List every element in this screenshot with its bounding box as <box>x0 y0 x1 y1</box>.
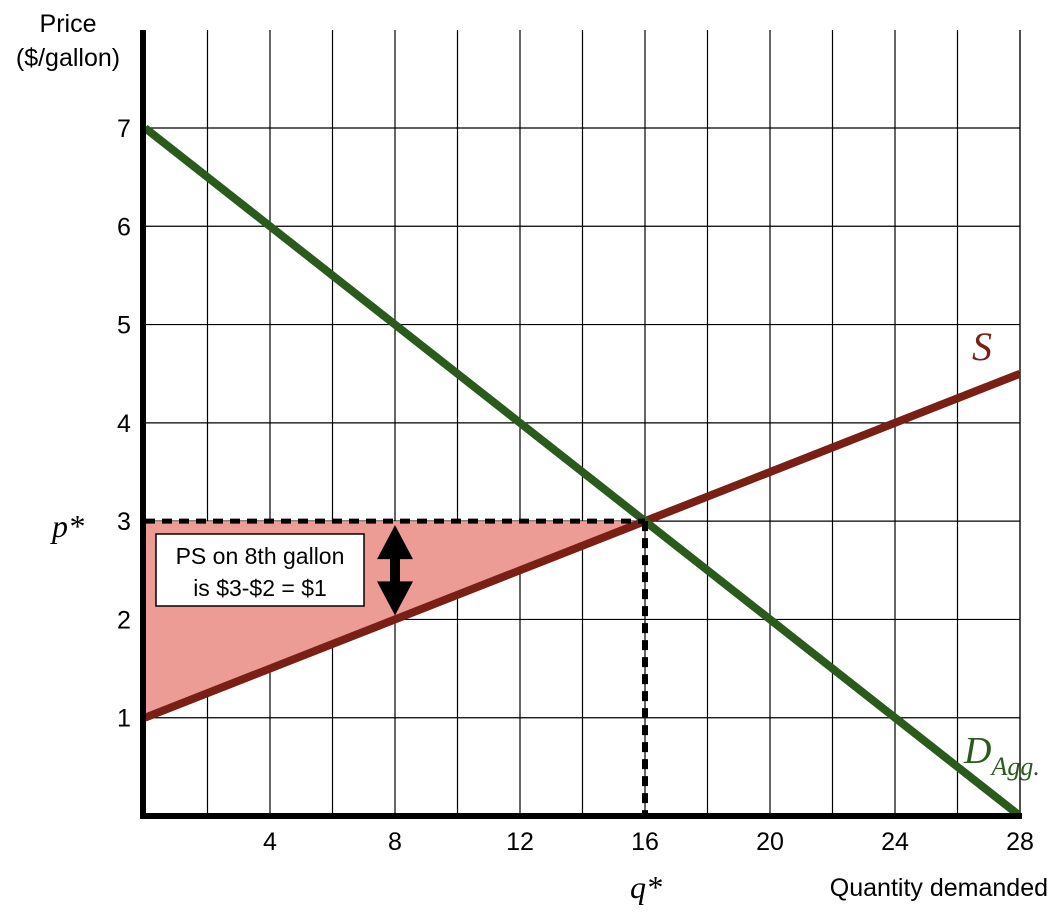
y-tick-label: 3 <box>117 508 131 536</box>
demand-curve-label-main: D <box>963 730 991 772</box>
x-axis-title: Quantity demanded <box>830 874 1048 902</box>
demand-curve-label: DAgg. <box>963 730 1040 781</box>
annotation-layer: PS on 8th gallon is $3-$2 = $1 <box>155 525 413 616</box>
arrow-head-up <box>377 525 413 560</box>
supply-curve-label: S <box>972 324 992 369</box>
annotation-line2: is $3-$2 = $1 <box>193 575 327 601</box>
annotation-box <box>155 533 365 607</box>
arrow-head-down <box>377 581 413 616</box>
y-tick-label: 2 <box>117 606 131 634</box>
x-tick-label: 16 <box>631 828 659 856</box>
x-tick-label: 12 <box>506 828 534 856</box>
equilibrium-guides <box>145 518 648 816</box>
y-tick-label: 4 <box>117 410 131 438</box>
x-tick-label: 4 <box>263 828 277 856</box>
demand-curve <box>142 124 1020 818</box>
y-tick-label: 5 <box>117 312 131 340</box>
x-tick-label: 20 <box>756 828 784 856</box>
x-tick-label: 24 <box>881 828 909 856</box>
x-tick-label: 8 <box>388 828 402 856</box>
q-star-label: q* <box>630 869 662 905</box>
y-tick-label: 6 <box>117 213 131 241</box>
y-axis-title-line2: ($/gallon) <box>16 44 120 72</box>
y-tick-label: 1 <box>117 705 131 733</box>
p-star-label: p* <box>50 508 84 544</box>
y-tick-label: 7 <box>117 115 131 143</box>
curves-layer <box>142 124 1020 818</box>
x-tick-label: 28 <box>1006 828 1034 856</box>
supply-curve <box>143 369 1020 722</box>
demand-curve-label-sub: Agg. <box>989 752 1039 781</box>
axes <box>140 30 1022 819</box>
y-axis-title-line1: Price <box>40 10 97 38</box>
annotation-line1: PS on 8th gallon <box>176 543 345 569</box>
